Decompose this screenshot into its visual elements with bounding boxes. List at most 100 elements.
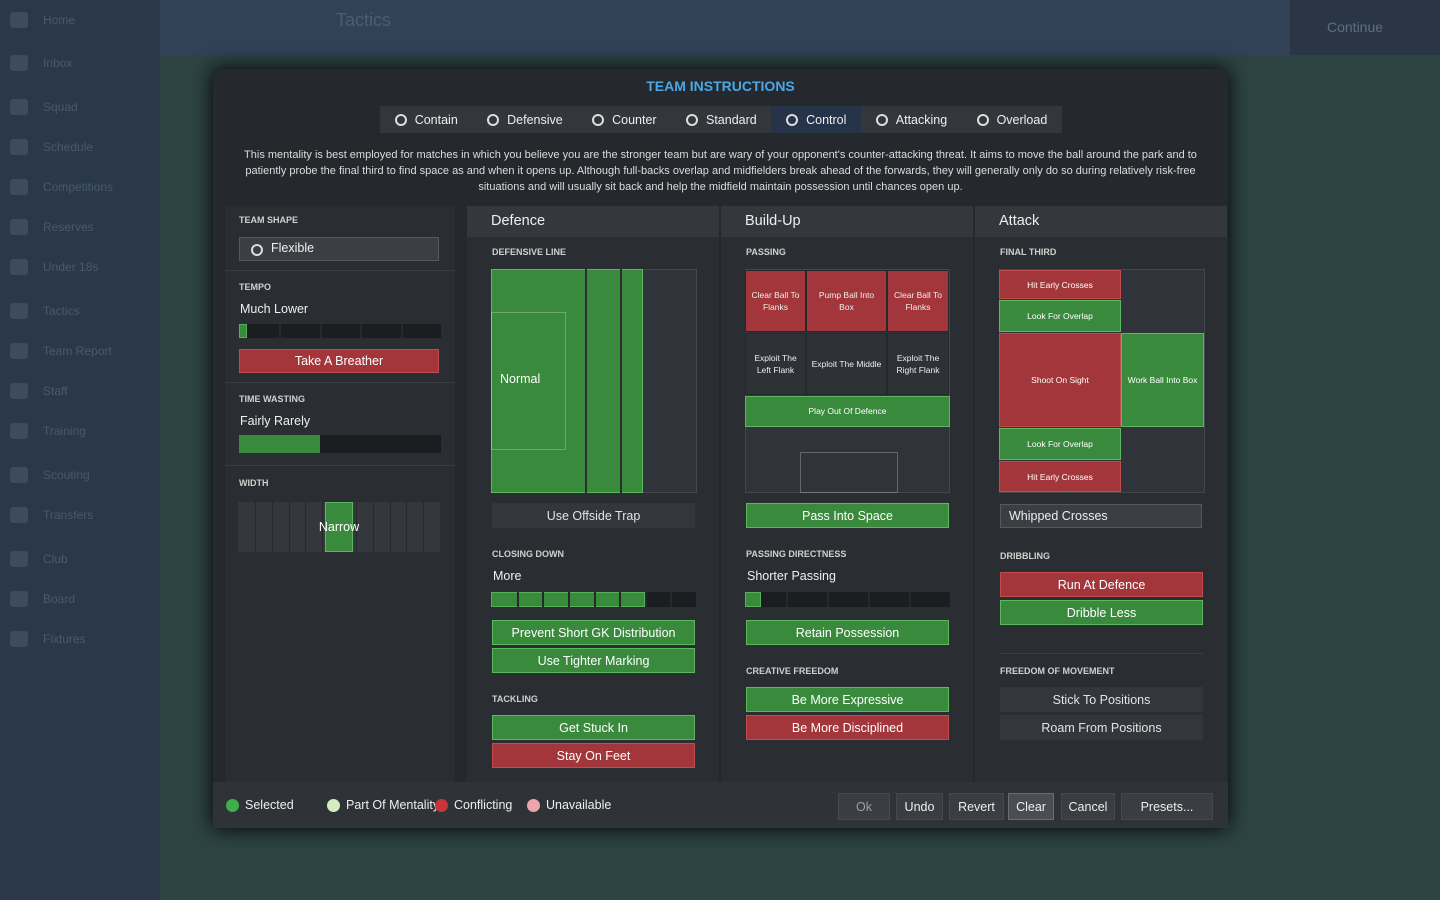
mentality-tab[interactable]: Control	[771, 106, 862, 133]
footer	[213, 782, 1228, 828]
instruction-button[interactable]: Dribble Less	[1000, 600, 1203, 625]
mentality-icon	[685, 113, 698, 126]
sidebar-icon	[10, 12, 28, 28]
passing-cell[interactable]: Exploit The Middle	[806, 333, 887, 395]
continue-area	[1290, 0, 1440, 55]
mentality-icon	[394, 113, 407, 126]
mentality-tab[interactable]: Attacking	[861, 106, 962, 133]
continue-button[interactable]: Continue	[1327, 19, 1384, 35]
section-label: PASSING DIRECTNESS	[746, 549, 847, 559]
sidebar-item[interactable]: Under 18s	[43, 260, 99, 274]
sidebar-item[interactable]: Inbox	[43, 56, 73, 70]
sidebar-item[interactable]: Schedule	[43, 140, 94, 154]
shape-dropdown[interactable]	[239, 237, 439, 261]
passing-cell[interactable]: Pump Ball Into Box	[806, 270, 887, 332]
page-title: Tactics	[336, 10, 392, 30]
mentality-tab[interactable]: Standard	[671, 106, 771, 133]
sidebar-item[interactable]: Reserves	[43, 220, 94, 234]
mentality-tab[interactable]: Overload	[962, 106, 1062, 133]
footer-button[interactable]: Revert	[949, 793, 1004, 820]
instruction-button[interactable]: Take A Breather	[239, 349, 439, 373]
passing-cell[interactable]: Exploit The Right Flank	[887, 333, 949, 395]
instruction-button[interactable]: Run At Defence	[1000, 572, 1203, 597]
sidebar-item[interactable]: Club	[43, 552, 68, 566]
sidebar-item[interactable]: Tactics	[43, 304, 80, 318]
divider	[1000, 653, 1203, 654]
slider-divider	[400, 324, 403, 338]
instruction-button[interactable]: Get Stuck In	[492, 715, 695, 740]
defensive-depth	[491, 269, 644, 493]
final-cell[interactable]: Hit Early Crosses	[999, 270, 1121, 299]
sidebar-icon	[10, 219, 28, 235]
sidebar-item[interactable]: Fixtures	[43, 632, 86, 646]
section-label: CREATIVE FREEDOM	[746, 666, 839, 676]
setting-value: Fairly Rarely	[240, 414, 311, 428]
sidebar-item[interactable]: Competitions	[43, 180, 114, 194]
mentality-description: This mentality is best employed for matc…	[244, 149, 1197, 193]
instruction-button[interactable]: Pass Into Space	[746, 503, 949, 528]
slider-divider	[644, 592, 647, 607]
instruction-button[interactable]: Be More Disciplined	[746, 715, 949, 740]
slider-track	[745, 592, 950, 607]
tab-label: Attacking	[895, 112, 948, 127]
width-value: Narrow	[318, 520, 360, 534]
sidebar-icon	[10, 467, 28, 483]
mentality-icon	[487, 113, 500, 126]
footer-button[interactable]: Presets...	[1121, 793, 1213, 820]
sidebar-icon	[10, 551, 28, 567]
section-label: FINAL THIRD	[1000, 247, 1057, 257]
slider-divider	[279, 324, 282, 338]
sidebar-item[interactable]: Scouting	[43, 468, 90, 482]
passing-cell[interactable]: Exploit The Left Flank	[745, 333, 806, 395]
slider-divider	[516, 592, 519, 607]
sidebar-icon	[10, 55, 28, 71]
column-title: Defence	[491, 213, 546, 229]
passing-cell[interactable]: Clear Ball To Flanks	[887, 270, 949, 332]
instruction-button[interactable]: Use Offside Trap	[492, 503, 695, 528]
mentality-tab[interactable]: Contain	[380, 106, 472, 133]
depth-divider	[620, 269, 622, 493]
sidebar-item[interactable]: Team Report	[43, 344, 112, 358]
mentality-tab[interactable]: Defensive	[472, 106, 577, 133]
crosses-dropdown[interactable]: Whipped Crosses	[1000, 504, 1202, 528]
footer-button[interactable]: Clear	[1008, 793, 1054, 820]
slider-fill	[239, 435, 320, 453]
legend-dot	[327, 799, 340, 812]
instruction-button[interactable]: Stick To Positions	[1000, 687, 1203, 712]
mentality-tab[interactable]: Counter	[577, 106, 671, 133]
sidebar-item[interactable]: Training	[43, 424, 86, 438]
instruction-button[interactable]: Roam From Positions	[1000, 715, 1203, 740]
mentality-icon	[875, 113, 888, 126]
footer-button[interactable]: Ok	[838, 793, 890, 820]
width-divider	[322, 502, 324, 552]
instruction-button[interactable]: Be More Expressive	[746, 687, 949, 712]
sidebar-item[interactable]: Squad	[43, 100, 78, 114]
instruction-button[interactable]: Stay On Feet	[492, 743, 695, 768]
sidebar-item[interactable]: Board	[43, 592, 76, 606]
section-label: PASSING	[746, 247, 786, 257]
slider-divider	[542, 592, 545, 607]
final-cell[interactable]: Work Ball Into Box	[1121, 333, 1204, 427]
mentality-icon	[592, 113, 605, 126]
slider-divider	[868, 592, 870, 607]
modal-title: TEAM INSTRUCTIONS	[646, 78, 795, 94]
final-cell[interactable]: Look For Overlap	[999, 428, 1121, 460]
passing-cell[interactable]: Clear Ball To Flanks	[745, 270, 806, 332]
slider-divider	[319, 324, 322, 338]
instruction-button[interactable]: Prevent Short GK Distribution	[492, 620, 695, 645]
setting-value: Shorter Passing	[747, 569, 836, 583]
sidebar-item[interactable]: Staff	[43, 384, 68, 398]
slider-track	[239, 324, 441, 338]
sidebar-item[interactable]: Home	[43, 13, 76, 27]
column-header	[721, 206, 973, 237]
sidebar-item[interactable]: Transfers	[43, 508, 94, 522]
footer-button[interactable]: Undo	[896, 793, 943, 820]
tab-label: Control	[806, 112, 847, 127]
final-cell[interactable]: Look For Overlap	[999, 300, 1121, 332]
final-cell[interactable]: Hit Early Crosses	[999, 461, 1121, 492]
final-cell[interactable]: Shoot On Sight	[999, 333, 1121, 427]
instruction-button[interactable]: Use Tighter Marking	[492, 648, 695, 673]
footer-button[interactable]: Cancel	[1061, 793, 1115, 820]
instruction-button[interactable]: Retain Possession	[746, 620, 949, 645]
passing-cell[interactable]: Play Out Of Defence	[745, 396, 950, 427]
